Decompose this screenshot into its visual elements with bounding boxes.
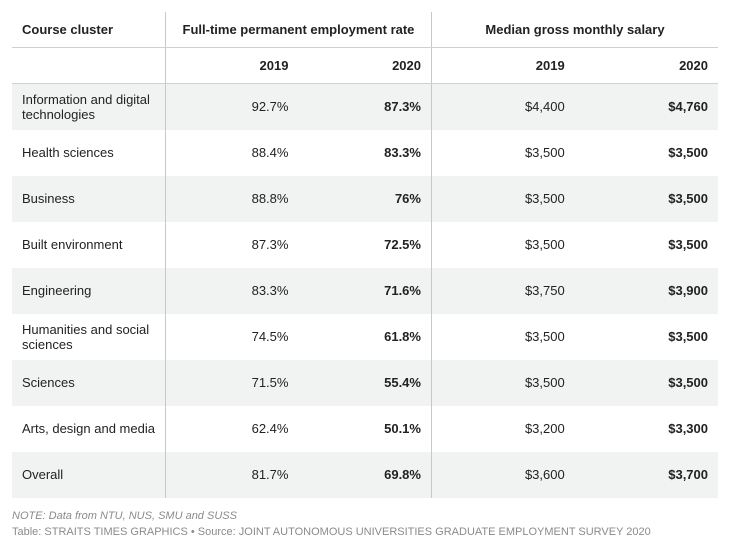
cell-sal-2020: $4,760 bbox=[575, 84, 718, 130]
cell-emp-2020: 69.8% bbox=[298, 452, 431, 498]
cell-cluster: Humanities and social sciences bbox=[12, 314, 165, 360]
table-row: Engineering83.3%71.6%$3,750$3,900 bbox=[12, 268, 718, 314]
cell-cluster: Sciences bbox=[12, 360, 165, 406]
table-header: Course cluster Full-time permanent emplo… bbox=[12, 12, 718, 84]
table-row: Arts, design and media62.4%50.1%$3,200$3… bbox=[12, 406, 718, 452]
year-header-sal-2020: 2020 bbox=[575, 48, 718, 84]
employment-salary-table: Course cluster Full-time permanent emplo… bbox=[12, 12, 718, 498]
cell-emp-2019: 92.7% bbox=[165, 84, 298, 130]
cell-emp-2019: 81.7% bbox=[165, 452, 298, 498]
table-row: Sciences71.5%55.4%$3,500$3,500 bbox=[12, 360, 718, 406]
cell-cluster: Information and digital technologies bbox=[12, 84, 165, 130]
cell-emp-2019: 62.4% bbox=[165, 406, 298, 452]
cell-sal-2020: $3,500 bbox=[575, 360, 718, 406]
group-header-row: Course cluster Full-time permanent emplo… bbox=[12, 12, 718, 48]
year-header-row: 2019 2020 2019 2020 bbox=[12, 48, 718, 84]
cell-cluster: Health sciences bbox=[12, 130, 165, 176]
cell-sal-2020: $3,500 bbox=[575, 222, 718, 268]
cell-emp-2019: 83.3% bbox=[165, 268, 298, 314]
year-header-emp-2019: 2019 bbox=[165, 48, 298, 84]
cell-sal-2019: $3,500 bbox=[431, 314, 574, 360]
cell-cluster: Overall bbox=[12, 452, 165, 498]
cell-emp-2020: 61.8% bbox=[298, 314, 431, 360]
cell-sal-2019: $3,200 bbox=[431, 406, 574, 452]
table-row: Overall81.7%69.8%$3,600$3,700 bbox=[12, 452, 718, 498]
cell-emp-2019: 74.5% bbox=[165, 314, 298, 360]
cell-cluster: Built environment bbox=[12, 222, 165, 268]
cell-sal-2019: $3,500 bbox=[431, 176, 574, 222]
cell-sal-2020: $3,500 bbox=[575, 130, 718, 176]
footnote-credit: Table: STRAITS TIMES GRAPHICS • Source: … bbox=[12, 524, 718, 541]
cell-sal-2019: $3,500 bbox=[431, 360, 574, 406]
cell-cluster: Business bbox=[12, 176, 165, 222]
cell-emp-2019: 88.4% bbox=[165, 130, 298, 176]
cell-emp-2020: 83.3% bbox=[298, 130, 431, 176]
table-row: Information and digital technologies92.7… bbox=[12, 84, 718, 130]
table-body: Information and digital technologies92.7… bbox=[12, 84, 718, 498]
cell-emp-2020: 50.1% bbox=[298, 406, 431, 452]
footnotes: NOTE: Data from NTU, NUS, SMU and SUSS T… bbox=[12, 508, 718, 541]
year-header-emp-2020: 2020 bbox=[298, 48, 431, 84]
cell-emp-2020: 87.3% bbox=[298, 84, 431, 130]
cell-sal-2019: $3,600 bbox=[431, 452, 574, 498]
cell-emp-2019: 88.8% bbox=[165, 176, 298, 222]
cell-emp-2020: 55.4% bbox=[298, 360, 431, 406]
cell-sal-2019: $3,500 bbox=[431, 222, 574, 268]
cell-sal-2019: $3,750 bbox=[431, 268, 574, 314]
cell-sal-2020: $3,900 bbox=[575, 268, 718, 314]
year-header-empty bbox=[12, 48, 165, 84]
table-row: Built environment87.3%72.5%$3,500$3,500 bbox=[12, 222, 718, 268]
cell-emp-2020: 71.6% bbox=[298, 268, 431, 314]
cell-sal-2019: $4,400 bbox=[431, 84, 574, 130]
cell-emp-2020: 72.5% bbox=[298, 222, 431, 268]
cell-sal-2020: $3,300 bbox=[575, 406, 718, 452]
cell-emp-2020: 76% bbox=[298, 176, 431, 222]
table-row: Health sciences88.4%83.3%$3,500$3,500 bbox=[12, 130, 718, 176]
cell-sal-2020: $3,700 bbox=[575, 452, 718, 498]
year-header-sal-2019: 2019 bbox=[431, 48, 574, 84]
col-header-employment: Full-time permanent employment rate bbox=[165, 12, 431, 48]
col-header-cluster: Course cluster bbox=[12, 12, 165, 48]
cell-cluster: Arts, design and media bbox=[12, 406, 165, 452]
table-row: Business88.8%76%$3,500$3,500 bbox=[12, 176, 718, 222]
cell-sal-2019: $3,500 bbox=[431, 130, 574, 176]
cell-emp-2019: 71.5% bbox=[165, 360, 298, 406]
cell-sal-2020: $3,500 bbox=[575, 314, 718, 360]
cell-emp-2019: 87.3% bbox=[165, 222, 298, 268]
col-header-salary: Median gross monthly salary bbox=[431, 12, 718, 48]
footnote-note: NOTE: Data from NTU, NUS, SMU and SUSS bbox=[12, 508, 718, 525]
cell-cluster: Engineering bbox=[12, 268, 165, 314]
table-row: Humanities and social sciences74.5%61.8%… bbox=[12, 314, 718, 360]
cell-sal-2020: $3,500 bbox=[575, 176, 718, 222]
